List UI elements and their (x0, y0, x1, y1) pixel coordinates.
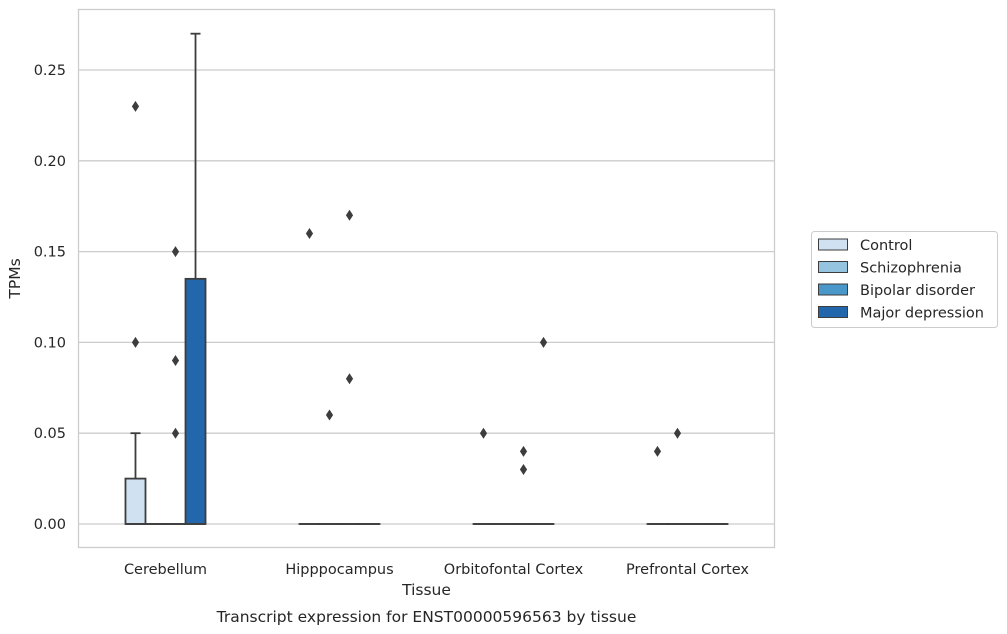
outlier-point (345, 373, 354, 385)
plot-area-frame (77, 8, 776, 549)
y-tick-label: 0.10 (34, 335, 66, 351)
box-control (124, 432, 147, 525)
outlier-point (345, 209, 354, 221)
legend-swatch (818, 238, 848, 251)
legend-swatch (818, 306, 848, 318)
outlier-point (131, 336, 140, 348)
y-tick-label: 0.00 (34, 517, 66, 533)
y-tick-label: 0.20 (34, 154, 66, 170)
y-tick-label: 0.05 (34, 426, 66, 442)
gridlines (78, 69, 775, 525)
legend-swatch (818, 261, 848, 273)
outlier-point (653, 445, 662, 457)
legend: Control Schizophrenia Bipolar disorder Majo… (811, 231, 998, 328)
y-tick-label: 0.25 (34, 63, 66, 79)
outlier-point (171, 355, 180, 367)
x-tick-label: Cerebellum (124, 562, 207, 578)
outlier-point (539, 336, 548, 348)
legend-label: Control (860, 238, 912, 254)
outlier-point (479, 427, 488, 439)
y-tick-label: 0.15 (34, 245, 66, 261)
legend-label: Major depression (860, 306, 984, 322)
x-axis-title: Tissue (401, 581, 451, 599)
outlier-point (519, 445, 528, 457)
x-axis-ticks: Cerebellum Hipppocampus Orbitofontal Corte… (124, 562, 749, 578)
y-axis-title: TPMs (6, 258, 24, 299)
legend-frame (811, 231, 998, 328)
x-tick-label: Orbitofontal Cortex (444, 562, 584, 578)
box-rect (184, 277, 207, 525)
box-rect (124, 477, 147, 525)
legend-label: Bipolar disorder (860, 283, 975, 299)
outlier-point (325, 409, 334, 421)
boxes-layer (124, 32, 729, 525)
box-major-depression (184, 32, 207, 525)
y-axis-ticks: 0.00 0.05 0.10 0.15 0.20 0.25 (34, 63, 66, 533)
legend-swatch (818, 283, 848, 296)
legend-label: Schizophrenia (860, 261, 962, 277)
outlier-point (171, 427, 180, 439)
outlier-point (131, 100, 140, 112)
x-tick-label: Prefrontal Cortex (626, 562, 749, 578)
outliers-layer (131, 100, 682, 476)
outlier-point (519, 464, 528, 476)
chart-caption: Transcript expression for ENST0000059656… (216, 608, 637, 626)
x-tick-label: Hipppocampus (285, 562, 393, 578)
outlier-point (171, 246, 180, 258)
legend-items: Control Schizophrenia Bipolar disorder Majo… (818, 238, 984, 322)
outlier-point (673, 427, 682, 439)
outlier-point (305, 227, 314, 239)
